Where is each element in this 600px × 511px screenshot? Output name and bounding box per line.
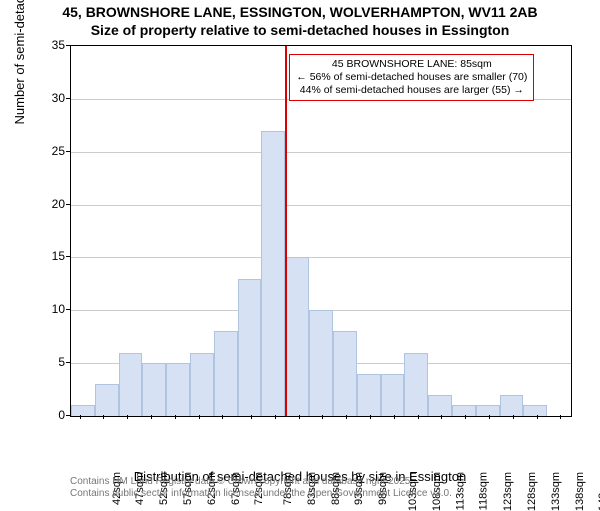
credit-line-1: Contains HM Land Registry data © Crown c… [70,476,452,488]
y-tick-label: 5 [35,355,65,369]
credit-text: Contains HM Land Registry data © Crown c… [70,476,452,499]
chart-title: 45, BROWNSHORE LANE, ESSINGTON, WOLVERHA… [0,4,600,39]
histogram-bar [404,353,428,416]
x-tick-mark [394,415,395,419]
histogram-bar [452,405,476,416]
annotation-line-2: ← 56% of semi-detached houses are smalle… [296,71,527,84]
x-tick-mark [322,415,323,419]
histogram-bar [428,395,452,416]
y-axis-label: Number of semi-detached properties [12,0,27,125]
gridline [71,257,571,258]
histogram-bar [71,405,95,416]
x-tick-mark [222,415,223,419]
histogram-bar [95,384,119,416]
gridline [71,152,571,153]
y-tick-label: 25 [35,144,65,158]
histogram-bar [523,405,547,416]
x-tick-mark [465,415,466,419]
histogram-bar [285,257,309,416]
title-line-1: 45, BROWNSHORE LANE, ESSINGTON, WOLVERHA… [0,4,600,22]
x-tick-mark [418,415,419,419]
x-tick-mark [175,415,176,419]
histogram-bar [142,363,166,416]
annotation-line-1: 45 BROWNSHORE LANE: 85sqm [296,58,527,71]
x-tick-mark [103,415,104,419]
y-tick-label: 10 [35,302,65,316]
x-tick-mark [346,415,347,419]
x-tick-mark [513,415,514,419]
histogram-bar [309,310,333,416]
y-tick-label: 0 [35,408,65,422]
x-tick-mark [370,415,371,419]
histogram-bar [119,353,143,416]
histogram-bar [238,279,262,416]
x-tick-mark [489,415,490,419]
annotation-line-3: 44% of semi-detached houses are larger (… [296,84,527,97]
x-tick-mark [199,415,200,419]
x-tick-mark [251,415,252,419]
y-tick-label: 15 [35,249,65,263]
x-tick-mark [537,415,538,419]
annotation-box: 45 BROWNSHORE LANE: 85sqm← 56% of semi-d… [289,54,534,101]
histogram-bar [381,374,405,416]
x-tick-mark [275,415,276,419]
x-tick-mark [299,415,300,419]
x-tick-mark [151,415,152,419]
x-tick-mark [80,415,81,419]
x-tick-mark [441,415,442,419]
y-tick-label: 30 [35,91,65,105]
x-tick-mark [560,415,561,419]
histogram-bar [261,131,285,416]
gridline [71,205,571,206]
y-tick-label: 20 [35,197,65,211]
y-tick-label: 35 [35,38,65,52]
reference-line [285,46,287,416]
histogram-bar [166,363,190,416]
chart-container: 45, BROWNSHORE LANE, ESSINGTON, WOLVERHA… [0,0,600,500]
credit-line-2: Contains public sector information licen… [70,488,452,500]
histogram-bar [500,395,524,416]
title-line-2: Size of property relative to semi-detach… [0,22,600,40]
histogram-bar [214,331,238,416]
histogram-bar [357,374,381,416]
histogram-bar [333,331,357,416]
plot-area: 45 BROWNSHORE LANE: 85sqm← 56% of semi-d… [70,45,572,417]
histogram-bar [476,405,500,416]
histogram-bar [190,353,214,416]
x-tick-mark [127,415,128,419]
